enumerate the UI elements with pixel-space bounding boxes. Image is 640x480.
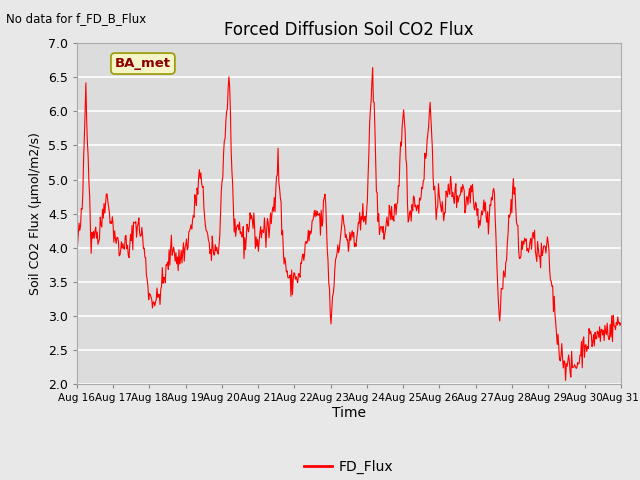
Text: BA_met: BA_met [115,57,171,70]
Title: Forced Diffusion Soil CO2 Flux: Forced Diffusion Soil CO2 Flux [224,21,474,39]
X-axis label: Time: Time [332,406,366,420]
Text: No data for f_FD_B_Flux: No data for f_FD_B_Flux [6,12,147,25]
Legend: FD_Flux: FD_Flux [299,454,399,480]
Y-axis label: Soil CO2 Flux (μmol/m2/s): Soil CO2 Flux (μmol/m2/s) [29,132,42,295]
